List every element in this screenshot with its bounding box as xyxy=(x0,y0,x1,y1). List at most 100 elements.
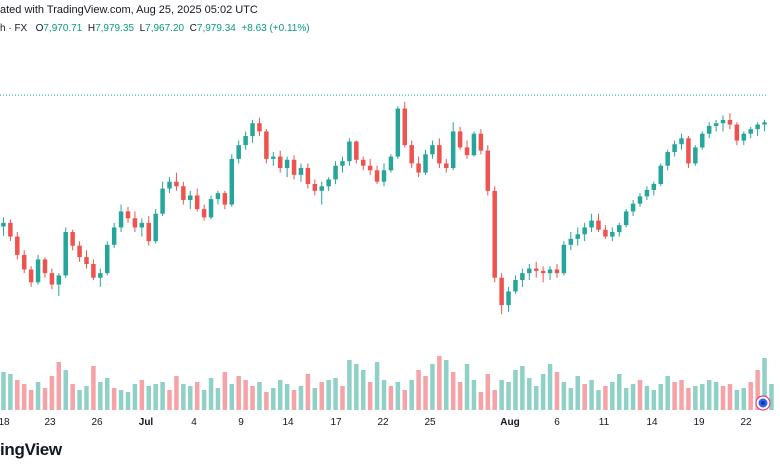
x-tick-label: 14 xyxy=(282,417,294,428)
candles-layer xyxy=(1,101,767,315)
candle xyxy=(291,155,297,180)
volume-bar xyxy=(257,382,262,410)
volume-bar xyxy=(457,382,463,410)
volume-bar xyxy=(755,370,760,410)
volume-bar xyxy=(291,390,297,410)
candle-body xyxy=(125,211,131,219)
candle xyxy=(257,117,262,136)
candle-body xyxy=(236,145,241,159)
volume-bar xyxy=(589,380,594,410)
volume-bar xyxy=(132,384,138,410)
candle xyxy=(208,195,214,220)
volume-bar xyxy=(623,388,629,410)
candle xyxy=(603,225,608,239)
volume-bar xyxy=(243,380,248,410)
x-tick-label: 22 xyxy=(377,417,389,428)
candle-body xyxy=(589,220,594,228)
candle-body xyxy=(700,133,705,148)
candle-body xyxy=(208,199,214,218)
candle xyxy=(416,156,421,178)
goto-realtime-button[interactable] xyxy=(755,395,771,411)
candle xyxy=(15,232,20,260)
volume-bar xyxy=(208,378,214,410)
candle xyxy=(720,115,726,132)
volume-bar xyxy=(326,380,331,410)
x-tick-label: 23 xyxy=(44,417,56,428)
candle-body xyxy=(319,186,324,191)
candle-body xyxy=(139,222,145,228)
candle xyxy=(84,250,89,269)
candle xyxy=(153,209,158,244)
candle-body xyxy=(35,259,41,283)
volume-bar xyxy=(194,382,200,410)
candle xyxy=(305,163,311,189)
candle-body xyxy=(672,144,677,152)
volume-bar xyxy=(610,382,615,410)
volume-bar xyxy=(146,386,152,410)
x-tick-label: 19 xyxy=(693,417,705,428)
candle xyxy=(222,190,228,210)
candle xyxy=(374,165,380,184)
volume-bar xyxy=(388,386,394,410)
candle-body xyxy=(84,257,89,264)
candle-body xyxy=(1,222,6,227)
candle xyxy=(430,140,435,159)
candle xyxy=(284,156,290,178)
candle xyxy=(499,273,504,315)
volume-bar xyxy=(21,384,27,410)
volume-bar xyxy=(533,386,539,410)
volume-bar xyxy=(84,386,89,410)
candle xyxy=(623,209,629,228)
open-label: O xyxy=(35,23,44,34)
candle xyxy=(194,188,200,212)
volume-bar xyxy=(734,390,740,410)
x-tick-label: 26 xyxy=(91,417,103,428)
volume-bar xyxy=(630,384,636,410)
candle xyxy=(35,254,41,285)
candle xyxy=(277,150,283,173)
candle xyxy=(616,222,622,237)
candle-body xyxy=(603,229,608,237)
candle-body xyxy=(333,165,338,180)
volume-bar xyxy=(374,362,380,410)
candle xyxy=(700,131,705,150)
candle xyxy=(70,229,75,251)
candle xyxy=(367,158,373,175)
candle-body xyxy=(188,195,193,200)
volume-bar xyxy=(616,374,622,410)
x-tick-label: 18 xyxy=(0,417,10,428)
candle-body xyxy=(741,133,747,141)
candle xyxy=(340,156,345,173)
volume-bar xyxy=(478,392,484,410)
candle-body xyxy=(160,188,165,214)
candle xyxy=(201,204,207,221)
candle-body xyxy=(734,124,740,141)
x-tick-label: 14 xyxy=(646,417,658,428)
candle xyxy=(547,266,553,280)
ohlc-legend: h · FX O7,970.71 H7,979.35 L7,967.20 C7,… xyxy=(0,23,310,34)
volume-bar xyxy=(215,388,221,410)
candle-body xyxy=(367,165,373,171)
x-tick-label: 4 xyxy=(191,417,197,428)
candle xyxy=(174,172,179,191)
candle xyxy=(734,122,740,146)
candle xyxy=(139,218,145,237)
candle-body xyxy=(596,220,601,230)
candle xyxy=(686,136,691,168)
candle-body xyxy=(42,259,48,274)
candle-body xyxy=(713,123,719,126)
volume-bar xyxy=(464,364,470,410)
candle-body xyxy=(194,195,200,210)
candle-body xyxy=(679,138,684,145)
volume-bar xyxy=(748,382,753,410)
volume-bar xyxy=(720,386,726,410)
candle xyxy=(568,232,574,251)
x-axis-ticks: 18 23 26 Jul 4 9 14 17 22 25 Aug 6 11 14 19 22 xyxy=(0,417,752,428)
volume-bar xyxy=(319,382,324,410)
volume-bar xyxy=(444,360,449,410)
volume-bar xyxy=(98,382,103,410)
candle-body xyxy=(582,227,587,235)
candle xyxy=(540,266,546,283)
close-label: C xyxy=(189,23,197,34)
